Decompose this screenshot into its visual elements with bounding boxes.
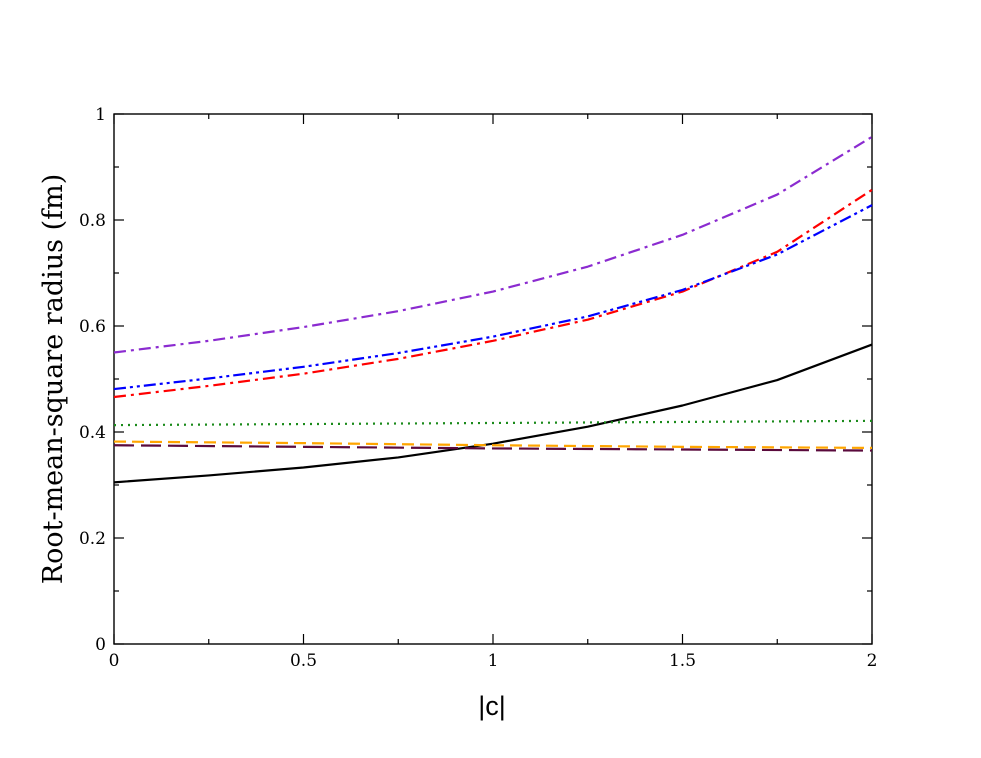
series-line-3: [113, 188, 873, 399]
x-tick-label: 2: [867, 651, 878, 671]
y-tick-label: 0.4: [79, 423, 106, 443]
x-tick-label: 1.5: [669, 651, 696, 671]
plot-frame: [113, 113, 873, 645]
y-axis-label: Root-mean-square radius (fm): [38, 174, 69, 585]
y-tick-label: 1: [95, 105, 106, 125]
series-line-4: [113, 204, 873, 391]
series-line-1: [113, 343, 873, 484]
x-tick-label: 0.5: [290, 651, 317, 671]
x-axis-label: |c|: [478, 691, 506, 721]
series-layer: [113, 135, 873, 484]
y-tick-label: 0.6: [79, 317, 106, 337]
x-tick-label: 0: [109, 651, 120, 671]
series-line-6: [113, 440, 873, 449]
ticks-layer: 0 0.5 1 1.5 2 0 0.2 0.4 0.6 0.8 1: [79, 105, 877, 671]
y-tick-label: 0: [95, 635, 106, 655]
series-line-2: [113, 135, 873, 354]
series-line-5: [113, 419, 873, 427]
plot-area: [113, 113, 873, 645]
y-tick-label: 0.2: [79, 529, 106, 549]
series-line-7: [113, 444, 873, 452]
x-tick-label: 1: [488, 651, 499, 671]
y-tick-label: 0.8: [79, 211, 106, 231]
